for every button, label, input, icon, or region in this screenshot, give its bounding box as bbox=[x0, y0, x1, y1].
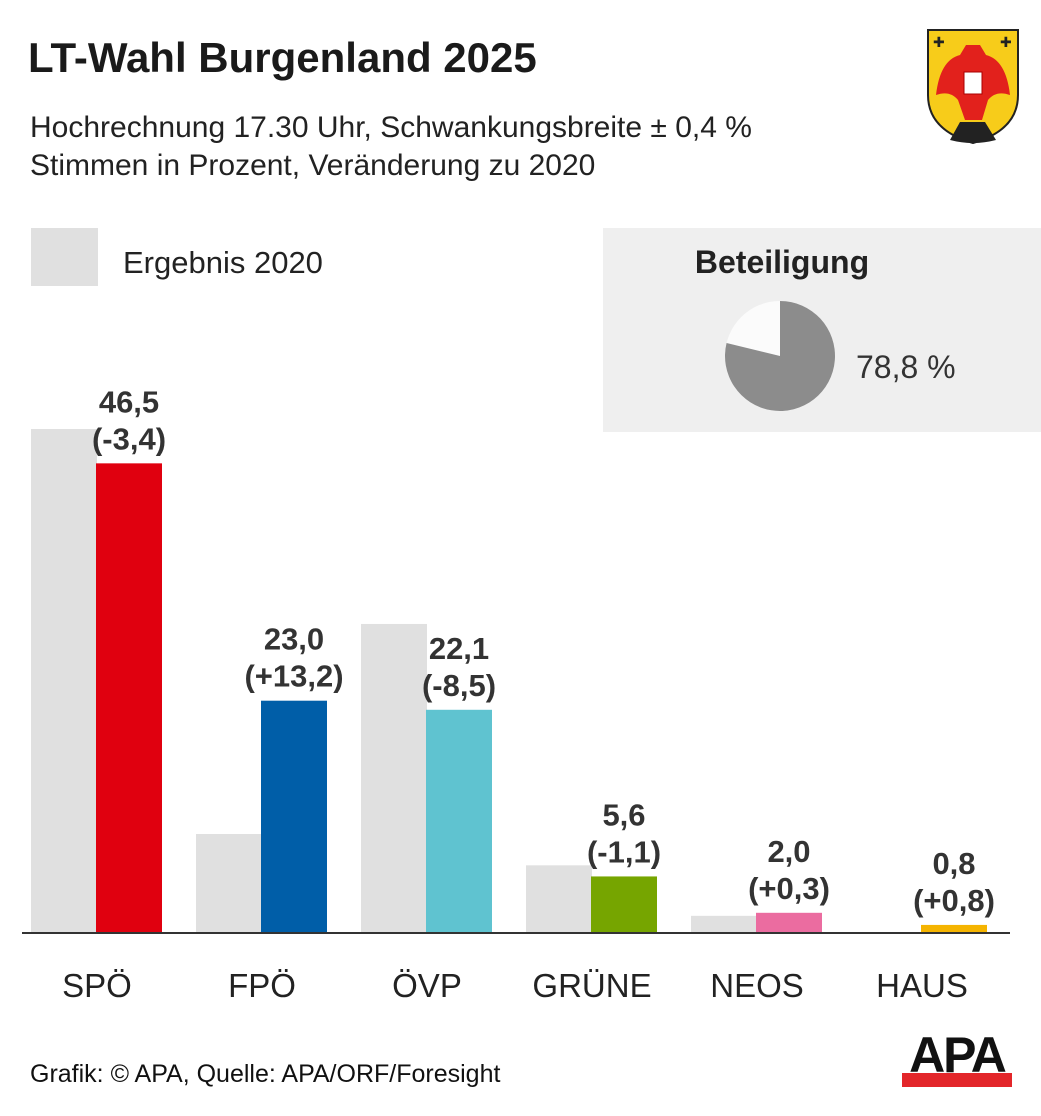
bar-2025-4 bbox=[756, 912, 822, 933]
value-label: 5,6 bbox=[602, 797, 645, 832]
value-label: 0,8 bbox=[932, 846, 975, 881]
legend-swatch-2020 bbox=[31, 228, 98, 286]
bar-2020-3 bbox=[526, 865, 592, 933]
turnout-box: Beteiligung 78,8 % bbox=[603, 228, 1041, 432]
change-label: (-3,4) bbox=[92, 421, 166, 456]
change-label: (+13,2) bbox=[244, 659, 343, 694]
bar-2025-1 bbox=[261, 700, 327, 933]
bar-2025-0 bbox=[96, 463, 162, 933]
apa-logo: APA bbox=[902, 1027, 1012, 1087]
value-label: 2,0 bbox=[767, 834, 810, 869]
value-label: 22,1 bbox=[429, 631, 489, 666]
turnout-value: 78,8 % bbox=[856, 349, 956, 385]
bar-2020-2 bbox=[361, 623, 427, 933]
bar-2020-1 bbox=[196, 834, 262, 933]
bar-2025-2 bbox=[426, 709, 492, 933]
legend-label-2020: Ergebnis 2020 bbox=[123, 245, 323, 280]
category-label: SPÖ bbox=[62, 967, 132, 1004]
category-label: ÖVP bbox=[392, 967, 462, 1004]
subtitle-line-1: Hochrechnung 17.30 Uhr, Schwankungsbreit… bbox=[30, 111, 752, 144]
coat-of-arms-burgenland: ✚ ✚ bbox=[927, 29, 1019, 145]
bar-2020-0 bbox=[31, 429, 97, 933]
subtitle-line-2: Stimmen in Prozent, Veränderung zu 2020 bbox=[30, 149, 595, 182]
category-label: NEOS bbox=[710, 967, 804, 1004]
bar-2025-3 bbox=[591, 876, 657, 933]
turnout-label: Beteiligung bbox=[695, 244, 869, 280]
chart-title: LT-Wahl Burgenland 2025 bbox=[28, 34, 537, 81]
change-label: (-1,1) bbox=[587, 834, 661, 869]
value-label: 46,5 bbox=[99, 384, 159, 419]
change-label: (-8,5) bbox=[422, 668, 496, 703]
category-label: GRÜNE bbox=[532, 967, 651, 1004]
category-label: FPÖ bbox=[228, 967, 296, 1004]
bar-2025-5 bbox=[921, 924, 987, 933]
change-label: (+0,3) bbox=[748, 871, 830, 906]
value-label: 23,0 bbox=[264, 622, 324, 657]
turnout-pie-slice bbox=[724, 301, 835, 412]
category-label: HAUS bbox=[876, 967, 968, 1004]
bar-2020-4 bbox=[691, 915, 757, 933]
svg-text:✚: ✚ bbox=[1000, 34, 1012, 50]
svg-text:✚: ✚ bbox=[933, 34, 945, 50]
source-note: Grafik: © APA, Quelle: APA/ORF/Foresight bbox=[30, 1060, 500, 1088]
change-label: (+0,8) bbox=[913, 883, 995, 918]
